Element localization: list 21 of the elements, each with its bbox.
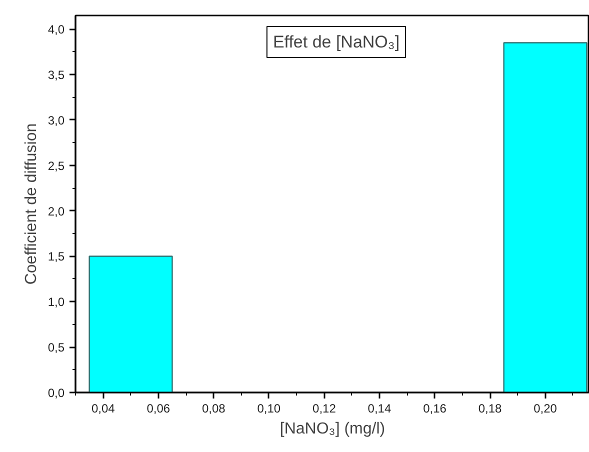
- x-tick-label: 0,10: [257, 402, 281, 416]
- y-tick-label: 2,5: [48, 158, 65, 173]
- y-tick-label: 3,0: [48, 113, 65, 128]
- y-tick-label: 0,5: [48, 340, 65, 355]
- x-tick-label: 0,04: [91, 402, 116, 416]
- x-tick-label: 0,16: [423, 402, 447, 416]
- x-tick-label: 0,20: [534, 402, 558, 416]
- y-tick-label: 2,0: [48, 204, 65, 218]
- y-axis-title: Coefficient de diffusion: [22, 123, 40, 285]
- y-tick-label: 3,5: [48, 68, 65, 82]
- y-tick-label: 0,0: [48, 386, 65, 400]
- y-tick-label: 1,5: [48, 250, 65, 264]
- y-tick-label: 4,0: [48, 22, 65, 37]
- y-tick-label: 1,0: [48, 295, 65, 310]
- x-tick-label: 0,08: [202, 402, 226, 416]
- x-axis-title: [NaNO₃] (mg/l): [280, 420, 386, 438]
- x-tick-label: 0,12: [312, 402, 336, 416]
- x-tick-label: 0,06: [146, 402, 170, 416]
- x-tick-label: 0,14: [368, 402, 392, 416]
- text: Effet de [NaNO₃]: [272, 32, 400, 52]
- x-tick-label: 0,18: [478, 402, 502, 416]
